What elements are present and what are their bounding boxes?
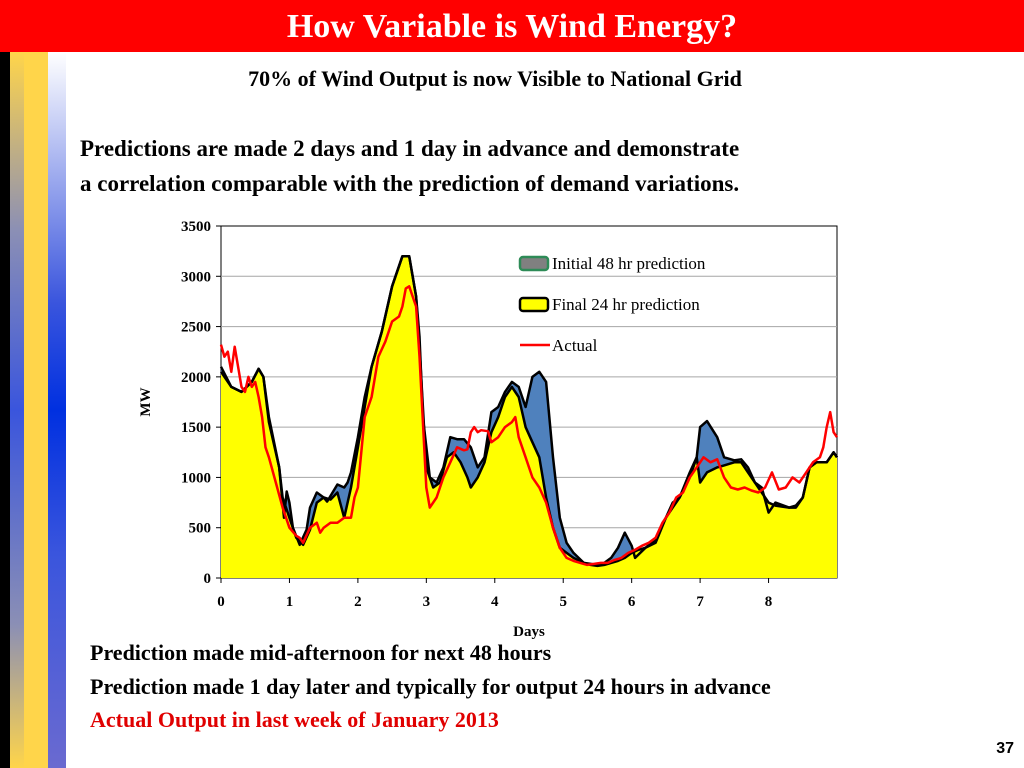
x-tick-label: 5 [559, 594, 567, 610]
intro-line-1: Predictions are made 2 days and 1 day in… [80, 136, 740, 161]
initial-48hr-prediction-area-outline [219, 254, 839, 567]
bottom-line-3: Actual Output in last week of January 20… [90, 707, 499, 732]
legend-swatch-1 [518, 296, 550, 313]
left-decor-stripe-yellow [24, 52, 48, 768]
final-24hr-prediction-area-outline [219, 254, 839, 568]
y-tick-label: 2500 [181, 320, 211, 336]
slide-title: How Variable is Wind Energy? [286, 8, 738, 45]
x-tick-label: 1 [286, 594, 294, 610]
y-tick-label: 3000 [181, 269, 211, 285]
legend-swatch-0 [518, 255, 550, 272]
x-tick-label: 0 [217, 594, 225, 610]
left-decor-black [0, 52, 10, 768]
x-tick-label: 7 [696, 594, 704, 610]
bottom-line-1: Prediction made mid-afternoon for next 4… [90, 640, 552, 665]
x-tick-label: 8 [765, 594, 773, 610]
actual-output-line [219, 285, 839, 567]
legend-label: Actual [552, 336, 598, 355]
y-tick-label: 2000 [181, 370, 211, 386]
final-24hr-prediction-area [221, 256, 837, 578]
x-tick-label: 3 [423, 594, 431, 610]
slide-subtitle: 70% of Wind Output is now Visible to Nat… [248, 66, 742, 91]
y-tick-label: 0 [204, 571, 212, 587]
title-bar: How Variable is Wind Energy? [0, 0, 1024, 52]
x-axis-label: Days [513, 624, 545, 640]
y-axis-label: MW [138, 387, 154, 416]
wind-output-chart: 0 500 1000 1500 2000 2500 3000 3500 0 1 2 3 4 5 6 7 8 In… [138, 219, 839, 640]
left-decor-stripe-blue [48, 52, 66, 768]
x-tick-label: 4 [491, 594, 499, 610]
x-tick-label: 6 [628, 594, 636, 610]
left-decor-stripe-gradient [10, 52, 24, 768]
y-tick-label: 500 [189, 521, 212, 537]
bottom-line-2: Prediction made 1 day later and typicall… [90, 674, 771, 699]
y-tick-label: 1500 [181, 420, 211, 436]
legend-label: Final 24 hr prediction [552, 295, 700, 314]
y-tick-label: 3500 [181, 219, 211, 235]
legend-label: Initial 48 hr prediction [552, 254, 706, 273]
page-number: 37 [996, 740, 1014, 757]
x-tick-label: 2 [354, 594, 362, 610]
axes: 0 500 1000 1500 2000 2500 3000 3500 0 1 2 3 4 5 6 7 8 [181, 219, 772, 610]
legend: Initial 48 hr prediction Final 24 hr pred… [518, 254, 706, 355]
y-tick-label: 1000 [181, 470, 211, 486]
series-lines [219, 254, 839, 568]
intro-line-2: a correlation comparable with the predic… [80, 171, 740, 196]
series-areas [221, 256, 837, 578]
